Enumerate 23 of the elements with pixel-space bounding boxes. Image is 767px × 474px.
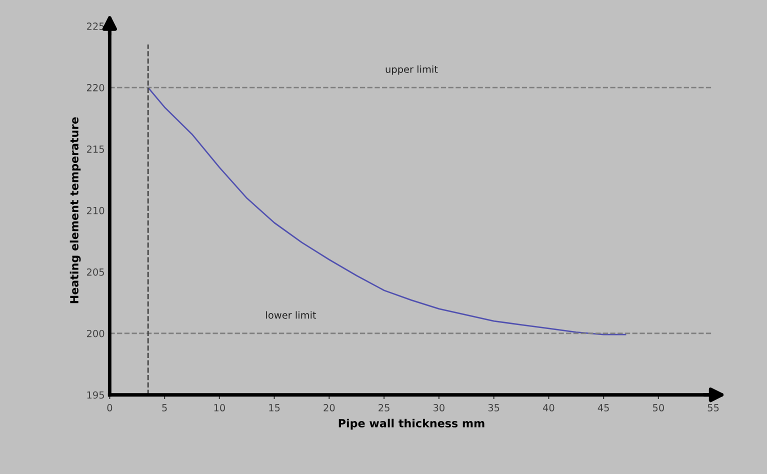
y-tick-label: 220 [86, 84, 104, 92]
x-tick-label: 25 [378, 404, 390, 412]
line-series [147, 86, 626, 336]
x-tick-label: 5 [162, 404, 167, 412]
x-tick-label: 20 [324, 404, 335, 412]
x-tick-label: 55 [708, 404, 719, 412]
y-tick-label: 210 [86, 206, 104, 214]
x-tick-label: 35 [488, 404, 500, 412]
y-tick-label: 200 [86, 330, 104, 338]
x-tick-label: 50 [653, 404, 664, 412]
x-axis-title: Pipe wall thickness mm [338, 418, 484, 430]
y-axis-title: Heating element temperature [70, 117, 81, 304]
y-tick-label: 205 [86, 268, 104, 276]
ref-line-label: upper limit [386, 65, 438, 75]
x-tick-label: 0 [107, 404, 112, 412]
x-tick-label: 40 [542, 404, 554, 412]
ref-line-label: lower limit [266, 311, 316, 319]
x-tick-label: 45 [598, 404, 609, 412]
y-tick-label: 215 [86, 145, 104, 153]
x-tick-label: 30 [433, 404, 444, 412]
y-tick-label: 195 [87, 391, 104, 399]
x-tick-label: 15 [269, 404, 280, 412]
x-tick-label: 10 [214, 404, 225, 412]
